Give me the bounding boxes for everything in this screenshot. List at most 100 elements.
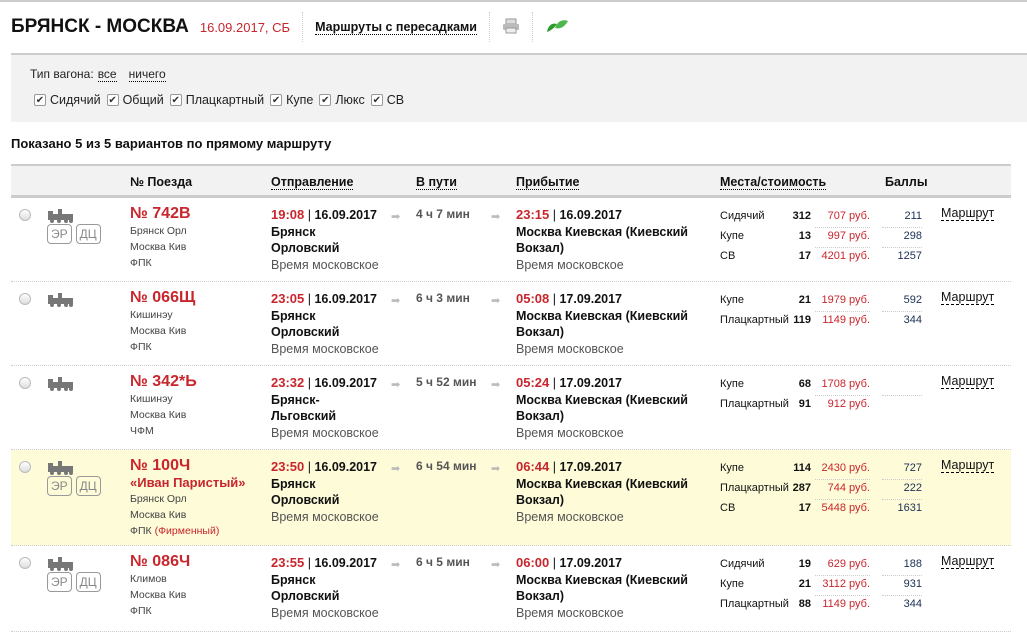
- datetime: 06:00 | 17.09.2017: [516, 555, 623, 570]
- train-to: Москва Кив: [130, 325, 187, 337]
- carrier-name: ФПК: [130, 525, 152, 537]
- seat-count: 88: [798, 598, 811, 610]
- seat-row[interactable]: Сидячий 312 707 руб. 211: [720, 207, 922, 228]
- seat-row[interactable]: СВ 17 5448 руб. 1631: [720, 499, 922, 519]
- col-seats[interactable]: Места/стоимость: [720, 175, 827, 190]
- arr-timezone: Время московское: [516, 257, 624, 272]
- dep-date: 16.09.2017: [314, 556, 378, 570]
- select-radio[interactable]: [19, 293, 31, 305]
- seat-points: 344: [903, 314, 922, 326]
- arr-station: Вокзал): [516, 493, 565, 507]
- carrier-name: ЧФМ: [130, 425, 154, 437]
- seat-price[interactable]: 707 руб.: [815, 210, 870, 228]
- arrival: 23:15 | 16.09.2017 Москва Киевская (Киевс…: [516, 207, 688, 273]
- train-number[interactable]: № 742В: [130, 205, 191, 222]
- seat-row[interactable]: Купе 13 997 руб. 298: [720, 227, 922, 248]
- seat-price[interactable]: 1979 руб.: [815, 294, 870, 312]
- transfers-link[interactable]: Маршруты с пересадками: [315, 19, 477, 35]
- seat-price[interactable]: 4201 руб.: [821, 250, 870, 262]
- seat-price[interactable]: 5448 руб.: [821, 502, 870, 514]
- seat-row[interactable]: СВ 17 4201 руб. 1257: [720, 247, 922, 267]
- train-number[interactable]: № 100Ч: [130, 457, 191, 474]
- seat-price[interactable]: 3112 руб.: [815, 578, 870, 596]
- select-radio[interactable]: [19, 461, 31, 473]
- seat-price[interactable]: 744 руб.: [815, 482, 870, 500]
- train-info: № 100Ч «Иван Паристый» Брянск Орл Москва Ки…: [130, 457, 246, 539]
- select-none-link[interactable]: ничего: [128, 67, 166, 82]
- train-from: Брянск Орл: [130, 493, 187, 505]
- seat-price[interactable]: 997 руб.: [815, 230, 870, 248]
- seat-row[interactable]: Купе 21 3112 руб. 931: [720, 575, 922, 596]
- seat-row[interactable]: Плацкартный 119 1149 руб. 344: [720, 311, 922, 331]
- seat-row[interactable]: Купе 21 1979 руб. 592: [720, 291, 922, 312]
- wagon-type-label: Общий: [122, 93, 164, 107]
- train-to: Москва Кив: [130, 241, 187, 253]
- arrow-right-icon: ➡: [391, 211, 401, 223]
- seat-count: 13: [798, 230, 811, 242]
- dep-timezone: Время московское: [271, 257, 379, 272]
- seat-row[interactable]: Купе 68 1708 руб.: [720, 375, 922, 396]
- dep-station: Орловский: [271, 589, 340, 603]
- arr-date: 17.09.2017: [559, 556, 623, 570]
- seat-price[interactable]: 1149 руб.: [822, 598, 870, 610]
- seat-type: Плацкартный: [720, 314, 789, 326]
- seat-count: 91: [798, 398, 811, 410]
- seat-type: СВ: [720, 250, 736, 262]
- checkbox-4[interactable]: ✔: [319, 94, 332, 106]
- route-link[interactable]: Маршрут: [941, 206, 995, 221]
- seat-count: 287: [792, 482, 811, 494]
- train-number[interactable]: № 086Ч: [130, 553, 191, 570]
- seat-list: Сидячий 312 707 руб. 211 Купе 13 997 руб. 298 СВ…: [720, 207, 922, 267]
- checkbox-5[interactable]: ✔: [370, 94, 383, 106]
- seat-price[interactable]: 2430 руб.: [815, 462, 870, 480]
- route-link[interactable]: Маршрут: [941, 290, 995, 305]
- seat-price[interactable]: 912 руб.: [827, 398, 870, 410]
- seat-count: 21: [798, 578, 811, 590]
- wagon-type-label: Люкс: [335, 93, 365, 107]
- seat-price[interactable]: 1149 руб.: [822, 314, 870, 326]
- train-number[interactable]: № 342*Ь: [130, 373, 197, 390]
- seat-row[interactable]: Плацкартный 88 1149 руб. 344: [720, 595, 922, 615]
- col-departure[interactable]: Отправление: [271, 175, 354, 190]
- seat-price[interactable]: 1708 руб.: [815, 378, 870, 396]
- arrow-right-icon: ➡: [491, 211, 501, 223]
- train-from: Брянск Орл: [130, 225, 187, 237]
- route-link[interactable]: Маршрут: [941, 374, 995, 389]
- select-radio[interactable]: [19, 209, 31, 221]
- select-all-link[interactable]: все: [97, 67, 117, 82]
- col-duration[interactable]: В пути: [416, 175, 457, 190]
- seat-count: 19: [798, 558, 811, 570]
- eco-leaf-icon[interactable]: [545, 18, 569, 37]
- route-link[interactable]: Маршрут: [941, 554, 995, 569]
- checkbox-0[interactable]: ✔: [34, 94, 46, 106]
- arrow-right-icon: ➡: [391, 559, 401, 571]
- seat-points: [882, 398, 922, 416]
- col-arrival[interactable]: Прибытие: [516, 175, 580, 190]
- checkbox-3[interactable]: ✔: [270, 94, 283, 106]
- arr-time: 05:24: [516, 375, 550, 390]
- page-title: БРЯНСК - МОСКВА: [11, 16, 189, 37]
- carrier-name: ФПК: [130, 341, 152, 353]
- checkbox-2[interactable]: ✔: [169, 94, 182, 106]
- locomotive-icon: [48, 293, 74, 307]
- wagon-type-label: Плацкартный: [185, 93, 265, 107]
- seat-count: 17: [798, 502, 811, 514]
- badge-dc: ДЦ: [75, 224, 101, 244]
- checkbox-1[interactable]: ✔: [106, 94, 119, 106]
- dep-station: Брянск: [271, 308, 316, 323]
- wagon-type-label: Купе: [286, 93, 314, 107]
- seat-row[interactable]: Купе 114 2430 руб. 727: [720, 459, 922, 480]
- seat-row[interactable]: Плацкартный 91 912 руб.: [720, 395, 920, 415]
- arr-time: 05:08: [516, 291, 550, 306]
- seat-row[interactable]: Плацкартный 287 744 руб. 222: [720, 479, 922, 500]
- select-radio[interactable]: [19, 557, 31, 569]
- seat-row[interactable]: Сидячий 19 629 руб. 188: [720, 555, 922, 576]
- route-link[interactable]: Маршрут: [941, 458, 995, 473]
- select-radio[interactable]: [19, 377, 31, 389]
- departure: 23:05 | 16.09.2017 Брянск Орловский Время м…: [271, 291, 379, 357]
- seat-price[interactable]: 629 руб.: [815, 558, 870, 576]
- arrival: 05:08 | 17.09.2017 Москва Киевская (Киевс…: [516, 291, 688, 357]
- arr-station: Вокзал): [516, 325, 565, 339]
- train-number[interactable]: № 066Щ: [130, 289, 196, 306]
- print-icon[interactable]: [502, 18, 520, 37]
